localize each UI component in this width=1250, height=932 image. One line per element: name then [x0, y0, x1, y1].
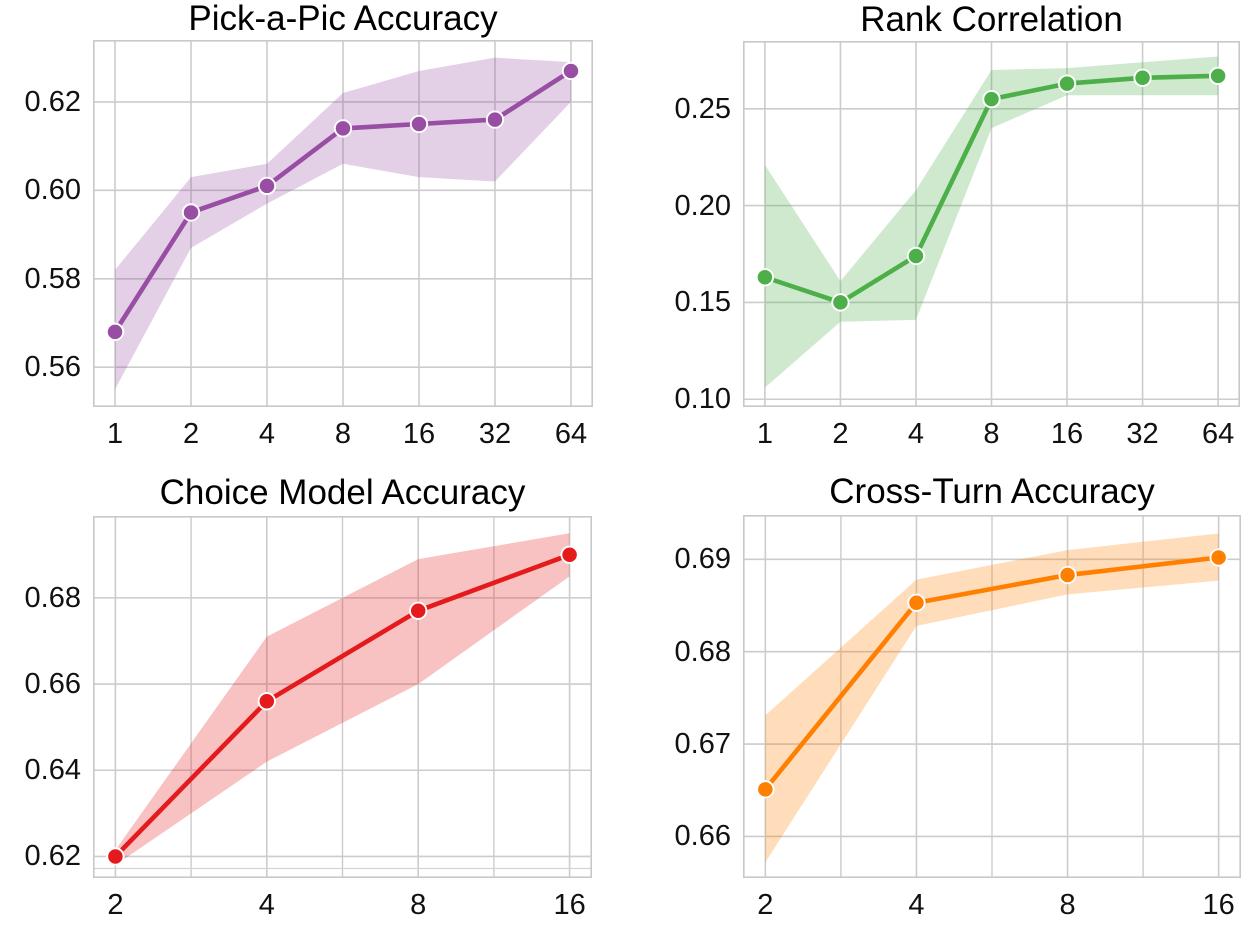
x-tick-label: 32: [478, 418, 512, 450]
x-tick-label: 16: [1202, 889, 1235, 921]
x-tick-label: 8: [1059, 889, 1076, 921]
data-point: [333, 119, 353, 138]
x-tick-label: 16: [402, 418, 436, 450]
y-tick-label: 0.68: [674, 635, 731, 668]
chart-plot-area: [93, 516, 592, 878]
x-tick-label: 4: [907, 418, 925, 450]
x-tick-label: 2: [182, 418, 200, 450]
data-point: [106, 847, 125, 866]
y-tick-label: 0.15: [674, 286, 731, 319]
x-tick-label: 1: [756, 418, 773, 450]
x-tick-label: 32: [1126, 418, 1159, 450]
confidence-band: [115, 57, 571, 390]
y-tick-label: 0.62: [24, 85, 81, 118]
data-point: [409, 114, 429, 134]
y-tick-label: 0.69: [674, 543, 731, 576]
data-point: [1208, 66, 1228, 86]
chart-title: Pick-a-Pic Accuracy: [188, 0, 498, 38]
data-point: [257, 176, 277, 196]
x-tick-label: 16: [1050, 418, 1084, 450]
x-tick-label: 64: [1201, 418, 1235, 450]
data-point: [755, 268, 775, 287]
y-tick-label: 0.67: [674, 728, 731, 761]
y-tick-label: 0.62: [24, 840, 81, 873]
x-tick-label: 16: [553, 889, 586, 921]
axes-spine: [743, 515, 1241, 878]
data-point: [409, 601, 428, 620]
axes-spine: [743, 41, 1240, 407]
y-tick-label: 0.10: [674, 383, 731, 416]
confidence-band: [765, 533, 1219, 863]
x-tick-label: 2: [757, 889, 774, 921]
data-point: [1058, 565, 1077, 585]
data-point: [485, 110, 505, 129]
x-tick-label: 2: [107, 889, 124, 921]
axes-spine: [93, 516, 592, 878]
x-tick-label: 8: [334, 418, 352, 450]
series-line: [113, 552, 572, 859]
data-point: [181, 203, 201, 222]
data-point: [906, 246, 926, 266]
y-tick-label: 0.20: [674, 189, 731, 222]
x-tick-label: 4: [258, 889, 275, 921]
data-point: [982, 89, 1001, 109]
data-point: [907, 593, 926, 612]
x-tick-label: 8: [983, 418, 1000, 450]
y-tick-label: 0.66: [674, 820, 731, 853]
data-point: [756, 780, 775, 799]
y-tick-label: 0.58: [24, 262, 81, 295]
chart-title: Rank Correlation: [860, 0, 1123, 39]
y-tick-label: 0.66: [24, 668, 81, 701]
chart-title: Choice Model Accuracy: [159, 473, 526, 512]
x-tick-label: 64: [554, 418, 588, 450]
data-point: [257, 692, 276, 711]
confidence-band: [764, 56, 1219, 388]
y-tick-label: 0.56: [24, 351, 81, 384]
chart-title: Cross-Turn Accuracy: [829, 472, 1155, 511]
data-point: [831, 293, 850, 312]
axes-spine: [93, 40, 593, 407]
x-tick-label: 8: [410, 889, 427, 921]
chart-plot-area: [93, 40, 593, 407]
data-point: [561, 61, 581, 81]
x-tick-label: 2: [832, 418, 849, 450]
confidence-band: [115, 533, 570, 866]
data-point: [1057, 74, 1077, 93]
data-point: [105, 322, 125, 341]
x-tick-label: 4: [258, 418, 276, 450]
x-tick-label: 1: [106, 418, 124, 450]
y-tick-label: 0.68: [24, 581, 81, 614]
data-point: [1209, 548, 1228, 567]
data-point: [560, 545, 579, 564]
series-line: [763, 555, 1221, 792]
chart-plot-area: [743, 41, 1240, 407]
y-tick-label: 0.64: [24, 754, 81, 787]
data-point: [1133, 68, 1152, 87]
x-tick-label: 4: [908, 889, 925, 921]
y-tick-label: 0.25: [674, 92, 731, 125]
y-tick-label: 0.60: [24, 174, 81, 207]
chart-plot-area: [743, 515, 1241, 878]
